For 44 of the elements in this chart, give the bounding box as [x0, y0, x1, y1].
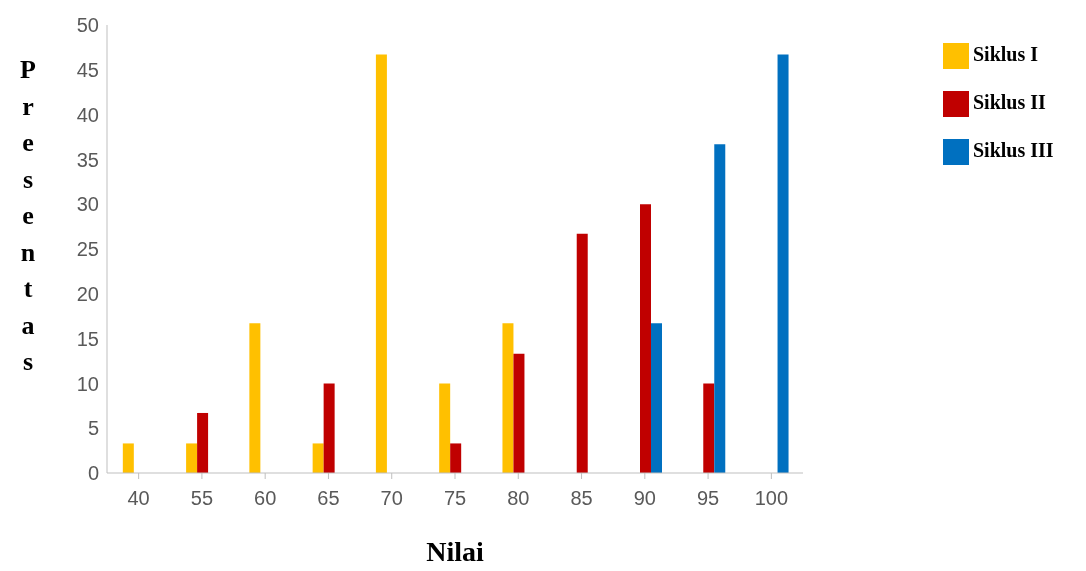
bar	[576, 233, 588, 473]
bar	[651, 323, 662, 473]
bar	[375, 54, 387, 473]
y-tick-label: 5	[87, 417, 99, 440]
x-tick-label: 80	[507, 487, 530, 510]
y-tick-label: 15	[76, 327, 99, 350]
bar	[439, 383, 451, 473]
bar	[197, 412, 209, 473]
x-tick-label: 60	[254, 487, 277, 510]
bar	[640, 204, 651, 473]
legend-label: Siklus I	[973, 43, 1039, 65]
y-tick-label: 25	[76, 238, 99, 261]
bar	[249, 323, 261, 473]
y-tick-label: 45	[76, 58, 99, 81]
y-tick-label: 40	[76, 103, 99, 126]
bar	[122, 443, 134, 473]
text: Presentas	[20, 55, 36, 376]
x-tick-label: 40	[127, 487, 150, 510]
y-tick-label: 20	[76, 282, 99, 305]
legend-label: Siklus III	[973, 139, 1054, 161]
bar	[502, 323, 514, 473]
bar	[714, 144, 726, 473]
y-tick-label: 0	[87, 462, 99, 485]
x-tick-label: 100	[754, 487, 789, 510]
bar	[450, 443, 462, 473]
bar	[513, 353, 525, 473]
bar	[186, 443, 198, 473]
y-tick-label: 10	[76, 372, 99, 395]
x-tick-label: 75	[443, 487, 467, 510]
x-tick-label: 85	[570, 487, 593, 510]
bar	[777, 54, 789, 473]
bar	[312, 443, 324, 473]
x-tick-label: 90	[633, 487, 656, 510]
x-tick-label: 70	[380, 487, 403, 510]
bar	[323, 383, 335, 473]
y-tick-label: 50	[76, 14, 99, 37]
legend-label: Siklus II	[973, 91, 1046, 113]
y-tick-label: 35	[76, 148, 99, 171]
x-tick-label: 65	[317, 487, 340, 510]
x-tick-label: 55	[190, 487, 214, 510]
bar	[703, 383, 715, 473]
x-tick-label: 95	[696, 487, 720, 510]
x-axis-title: Nilai	[426, 536, 484, 567]
y-tick-label: 30	[76, 193, 99, 216]
